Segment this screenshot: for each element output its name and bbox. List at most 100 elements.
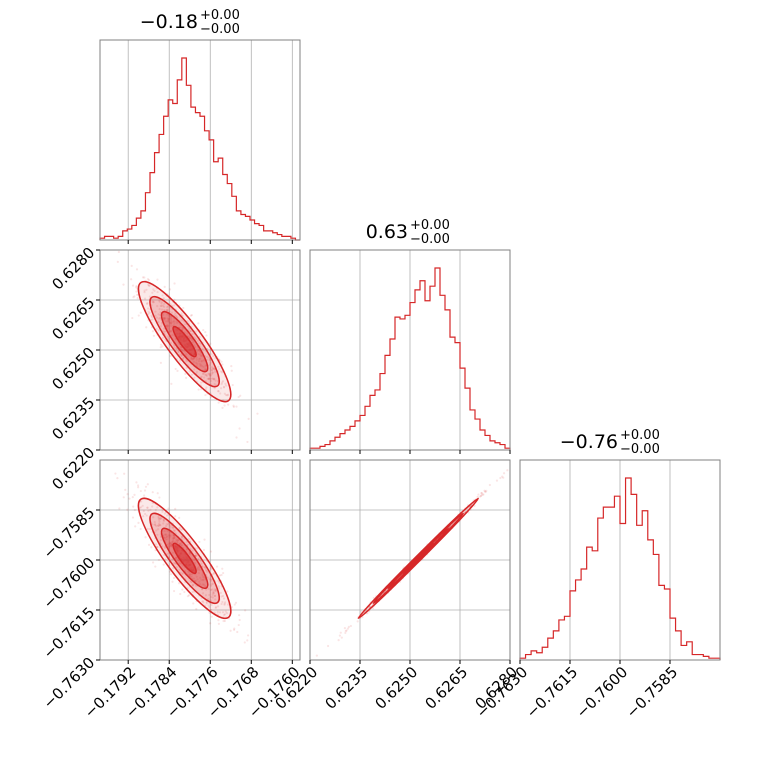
sample-point (168, 536, 171, 539)
sample-point (220, 602, 223, 606)
sample-point (167, 546, 170, 549)
sample-point (169, 534, 172, 537)
sample-point (168, 330, 171, 334)
sample-point (161, 510, 164, 513)
sample-point (210, 396, 213, 399)
sample-point (151, 505, 154, 508)
sample-point (169, 573, 173, 576)
sample-point (180, 312, 183, 315)
sample-point (220, 387, 223, 390)
sample-point (159, 311, 162, 314)
sample-point (137, 486, 140, 489)
sample-point (158, 520, 161, 523)
sample-point (148, 527, 151, 531)
sample-point (192, 602, 195, 605)
sample-point (210, 578, 213, 581)
sample-point (160, 301, 163, 304)
sample-point (135, 285, 138, 288)
sample-point (177, 351, 180, 354)
sample-point (191, 549, 194, 552)
sample-point (122, 283, 125, 286)
sample-point (206, 571, 209, 574)
sample-point (170, 541, 173, 544)
sample-point (162, 518, 165, 521)
sample-point (196, 362, 199, 366)
sample-point (146, 278, 150, 281)
sample-point (223, 602, 226, 605)
sample-point (198, 583, 202, 586)
sample-point (137, 521, 140, 524)
sample-point (137, 314, 140, 317)
sample-point (212, 354, 215, 358)
sample-point (202, 578, 205, 581)
sample-point (187, 538, 190, 541)
sample-point (178, 562, 181, 565)
sample-point (134, 525, 137, 528)
sample-point (213, 377, 216, 381)
histogram-step (519, 477, 721, 660)
sample-point (114, 472, 117, 475)
sample-point (143, 297, 147, 300)
sample-point (237, 623, 240, 627)
sample-point (130, 264, 133, 268)
sample-point (190, 314, 193, 317)
sample-point (202, 583, 206, 586)
sample-point (164, 538, 167, 541)
sample-point (143, 276, 146, 279)
x-tick-label: −0.7615 (523, 663, 582, 722)
sample-point (214, 379, 217, 382)
sample-point (223, 619, 226, 623)
sample-point (143, 291, 146, 294)
sample-point (147, 279, 151, 282)
sample-point (209, 599, 212, 602)
sample-point (175, 566, 178, 569)
sample-point (214, 589, 217, 592)
sample-point (164, 320, 168, 323)
sample-point (189, 314, 193, 317)
sample-point (179, 543, 182, 546)
sample-point (220, 360, 223, 363)
sample-point (216, 610, 219, 613)
y-tick-label: 0.6250 (49, 344, 99, 394)
sample-point (170, 330, 173, 333)
sample-point (179, 326, 182, 329)
sample-point (166, 317, 169, 320)
sample-point (165, 514, 169, 517)
sample-point (202, 359, 205, 362)
sample-point (185, 353, 188, 356)
x-tick-label: 0.6265 (421, 663, 471, 713)
sample-point (132, 296, 135, 299)
sample-point (156, 278, 159, 281)
sample-point (131, 284, 135, 287)
sample-point (340, 636, 343, 639)
sample-point (122, 496, 125, 499)
sample-point (205, 374, 209, 377)
sample-point (181, 535, 184, 538)
sample-point (151, 300, 154, 303)
sample-point (476, 495, 479, 498)
sample-point (161, 345, 164, 348)
sample-point (151, 330, 155, 333)
sample-point (200, 381, 203, 384)
sample-point (246, 440, 249, 444)
sample-point (199, 388, 203, 391)
histogram-step (309, 267, 511, 450)
sample-point (173, 536, 176, 539)
sample-point (218, 367, 221, 371)
sample-point (161, 336, 165, 340)
panel-content (114, 472, 250, 644)
sample-point (219, 392, 222, 395)
sample-point (488, 483, 491, 487)
sample-point (162, 305, 166, 308)
sample-point (173, 535, 176, 538)
sample-point (150, 314, 153, 317)
sample-point (116, 260, 119, 263)
sample-point (347, 625, 351, 628)
sample-point (170, 322, 173, 325)
sample-point (197, 388, 200, 391)
sample-point (152, 301, 155, 304)
y-tick-label: −0.7600 (40, 554, 99, 613)
sample-point (195, 370, 198, 374)
